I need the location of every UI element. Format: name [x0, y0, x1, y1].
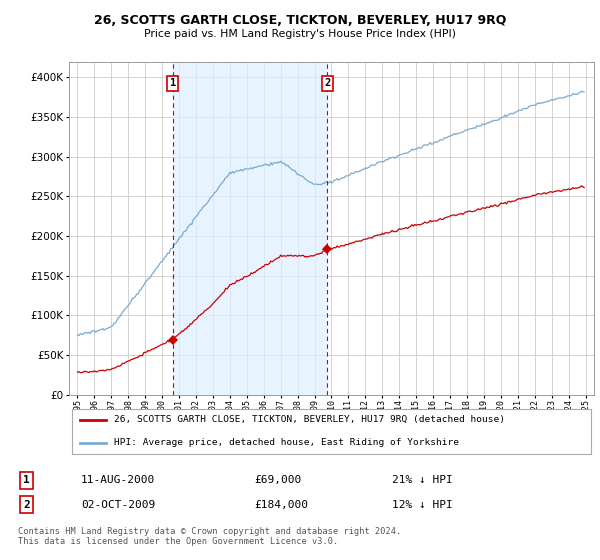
Text: £184,000: £184,000 — [254, 500, 308, 510]
Text: 26, SCOTTS GARTH CLOSE, TICKTON, BEVERLEY, HU17 9RQ (detached house): 26, SCOTTS GARTH CLOSE, TICKTON, BEVERLE… — [113, 415, 505, 424]
Bar — [173, 62, 327, 395]
Text: 1: 1 — [170, 78, 176, 88]
Text: 2: 2 — [324, 78, 331, 88]
Text: 26, SCOTTS GARTH CLOSE, TICKTON, BEVERLEY, HU17 9RQ: 26, SCOTTS GARTH CLOSE, TICKTON, BEVERLE… — [94, 14, 506, 27]
FancyBboxPatch shape — [71, 409, 592, 454]
Text: Price paid vs. HM Land Registry's House Price Index (HPI): Price paid vs. HM Land Registry's House … — [144, 29, 456, 39]
Text: 02-OCT-2009: 02-OCT-2009 — [81, 500, 155, 510]
Text: Contains HM Land Registry data © Crown copyright and database right 2024.
This d: Contains HM Land Registry data © Crown c… — [18, 526, 401, 546]
Text: 21% ↓ HPI: 21% ↓ HPI — [392, 475, 453, 486]
Text: HPI: Average price, detached house, East Riding of Yorkshire: HPI: Average price, detached house, East… — [113, 438, 458, 447]
Text: £69,000: £69,000 — [254, 475, 301, 486]
Text: 2: 2 — [23, 500, 30, 510]
Text: 12% ↓ HPI: 12% ↓ HPI — [392, 500, 453, 510]
Text: 11-AUG-2000: 11-AUG-2000 — [81, 475, 155, 486]
Text: 1: 1 — [23, 475, 30, 486]
